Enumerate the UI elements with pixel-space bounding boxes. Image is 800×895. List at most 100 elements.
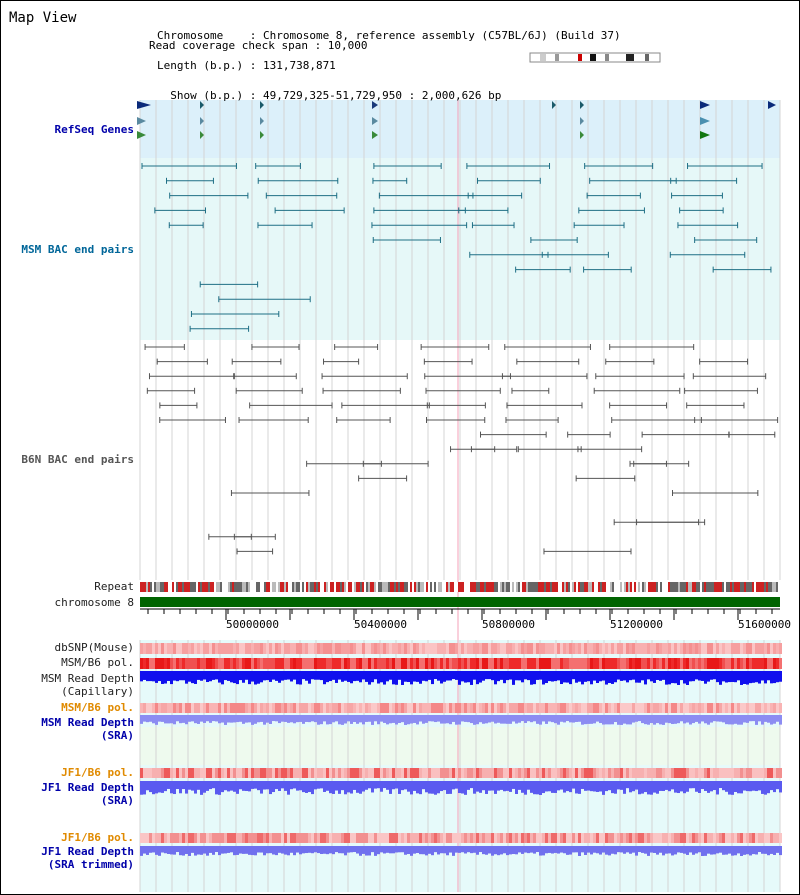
repeat-block xyxy=(312,582,314,592)
track-label-repeat[interactable]: Repeat xyxy=(94,580,134,593)
depth-bar xyxy=(620,715,623,725)
track-label-jf1-depth[interactable]: JF1 Read Depth xyxy=(41,781,134,794)
heat-cell xyxy=(380,658,383,669)
heat-cell xyxy=(356,768,359,778)
heat-cell xyxy=(227,703,230,713)
repeat-block xyxy=(562,582,564,592)
heat-cell xyxy=(161,703,164,713)
depth-bar xyxy=(347,846,350,853)
repeat-block xyxy=(770,582,772,592)
depth-bar xyxy=(152,671,155,682)
track-label-msm-b6-pol-sra[interactable]: MSM/B6 pol. xyxy=(61,701,134,714)
heat-cell xyxy=(185,643,188,654)
depth-bar xyxy=(593,781,596,792)
heat-cell xyxy=(605,703,608,713)
repeat-block xyxy=(696,582,698,592)
heat-cell xyxy=(299,643,302,654)
depth-bar xyxy=(161,671,164,684)
depth-bar xyxy=(611,781,614,794)
heat-cell xyxy=(632,703,635,713)
heat-cell xyxy=(446,643,449,654)
heat-cell xyxy=(197,833,200,843)
heat-cell xyxy=(257,768,260,778)
repeat-block xyxy=(380,582,382,592)
heat-cell xyxy=(398,703,401,713)
heat-cell xyxy=(194,768,197,778)
depth-bar xyxy=(209,671,212,682)
heat-cell xyxy=(557,703,560,713)
heat-cell xyxy=(743,658,746,669)
depth-bar xyxy=(587,846,590,853)
repeat-block xyxy=(756,582,758,592)
depth-bar xyxy=(509,846,512,855)
heat-cell xyxy=(578,658,581,669)
depth-bar xyxy=(266,846,269,854)
repeat-block xyxy=(760,582,762,592)
heat-cell xyxy=(176,768,179,778)
heat-cell xyxy=(194,643,197,654)
heat-cell xyxy=(179,833,182,843)
depth-bar xyxy=(641,846,644,853)
heat-cell xyxy=(329,658,332,669)
heat-cell xyxy=(425,833,428,843)
heat-cell xyxy=(476,768,479,778)
track-label-msm-b6-pol[interactable]: MSM/B6 pol. xyxy=(61,656,134,669)
depth-bar xyxy=(224,846,227,854)
depth-bar xyxy=(704,781,707,791)
depth-bar xyxy=(632,715,635,723)
heat-cell xyxy=(455,768,458,778)
track-label-refseq[interactable]: RefSeq Genes xyxy=(54,123,134,136)
heat-cell xyxy=(698,768,701,778)
track-label-jf1-depth-trim[interactable]: JF1 Read Depth xyxy=(41,845,134,858)
depth-bar xyxy=(533,846,536,854)
depth-bar xyxy=(374,781,377,789)
depth-bar xyxy=(473,671,476,680)
depth-bar xyxy=(650,846,653,853)
depth-bar xyxy=(686,715,689,723)
heat-cell xyxy=(395,768,398,778)
heat-cell xyxy=(233,703,236,713)
depth-bar xyxy=(212,715,215,722)
track-label-b6n-bac[interactable]: B6N BAC end pairs xyxy=(21,453,134,466)
depth-bar xyxy=(353,846,356,853)
heat-cell xyxy=(776,643,779,654)
heat-cell xyxy=(254,703,257,713)
track-label-jf1-b6-pol-trim[interactable]: JF1/B6 pol. xyxy=(61,831,134,844)
heat-cell xyxy=(464,768,467,778)
heat-cell xyxy=(680,643,683,654)
heat-cell xyxy=(692,768,695,778)
track-label-dbsnp[interactable]: dbSNP(Mouse) xyxy=(54,641,134,654)
heat-cell xyxy=(290,703,293,713)
depth-bar xyxy=(239,846,242,854)
heat-cell xyxy=(386,658,389,669)
depth-bar xyxy=(635,846,638,856)
heat-cell xyxy=(224,643,227,654)
repeat-block xyxy=(282,582,284,592)
track-label-jf1-b6-pol[interactable]: JF1/B6 pol. xyxy=(61,766,134,779)
depth-bar xyxy=(545,781,548,792)
depth-bar xyxy=(728,671,731,683)
heat-cell xyxy=(530,643,533,654)
repeat-block xyxy=(174,582,176,592)
depth-bar xyxy=(539,781,542,795)
heat-cell xyxy=(602,703,605,713)
heat-cell xyxy=(278,703,281,713)
heat-cell xyxy=(173,643,176,654)
track-label-msm-depth-sra[interactable]: MSM Read Depth xyxy=(41,716,134,729)
repeat-block xyxy=(418,582,420,592)
depth-bar xyxy=(755,846,758,855)
depth-bar xyxy=(773,781,776,793)
repeat-block xyxy=(300,582,302,592)
track-label-msm-bac[interactable]: MSM BAC end pairs xyxy=(21,243,134,256)
heat-cell xyxy=(725,833,728,843)
heat-cell xyxy=(332,658,335,669)
heat-cell xyxy=(704,658,707,669)
track-label-msm-depth-cap[interactable]: MSM Read Depth xyxy=(41,672,134,685)
repeat-block xyxy=(742,582,744,592)
depth-bar xyxy=(437,846,440,855)
heat-cell xyxy=(464,833,467,843)
repeat-block xyxy=(636,582,638,592)
depth-bar xyxy=(170,715,173,724)
depth-bar xyxy=(227,715,230,723)
